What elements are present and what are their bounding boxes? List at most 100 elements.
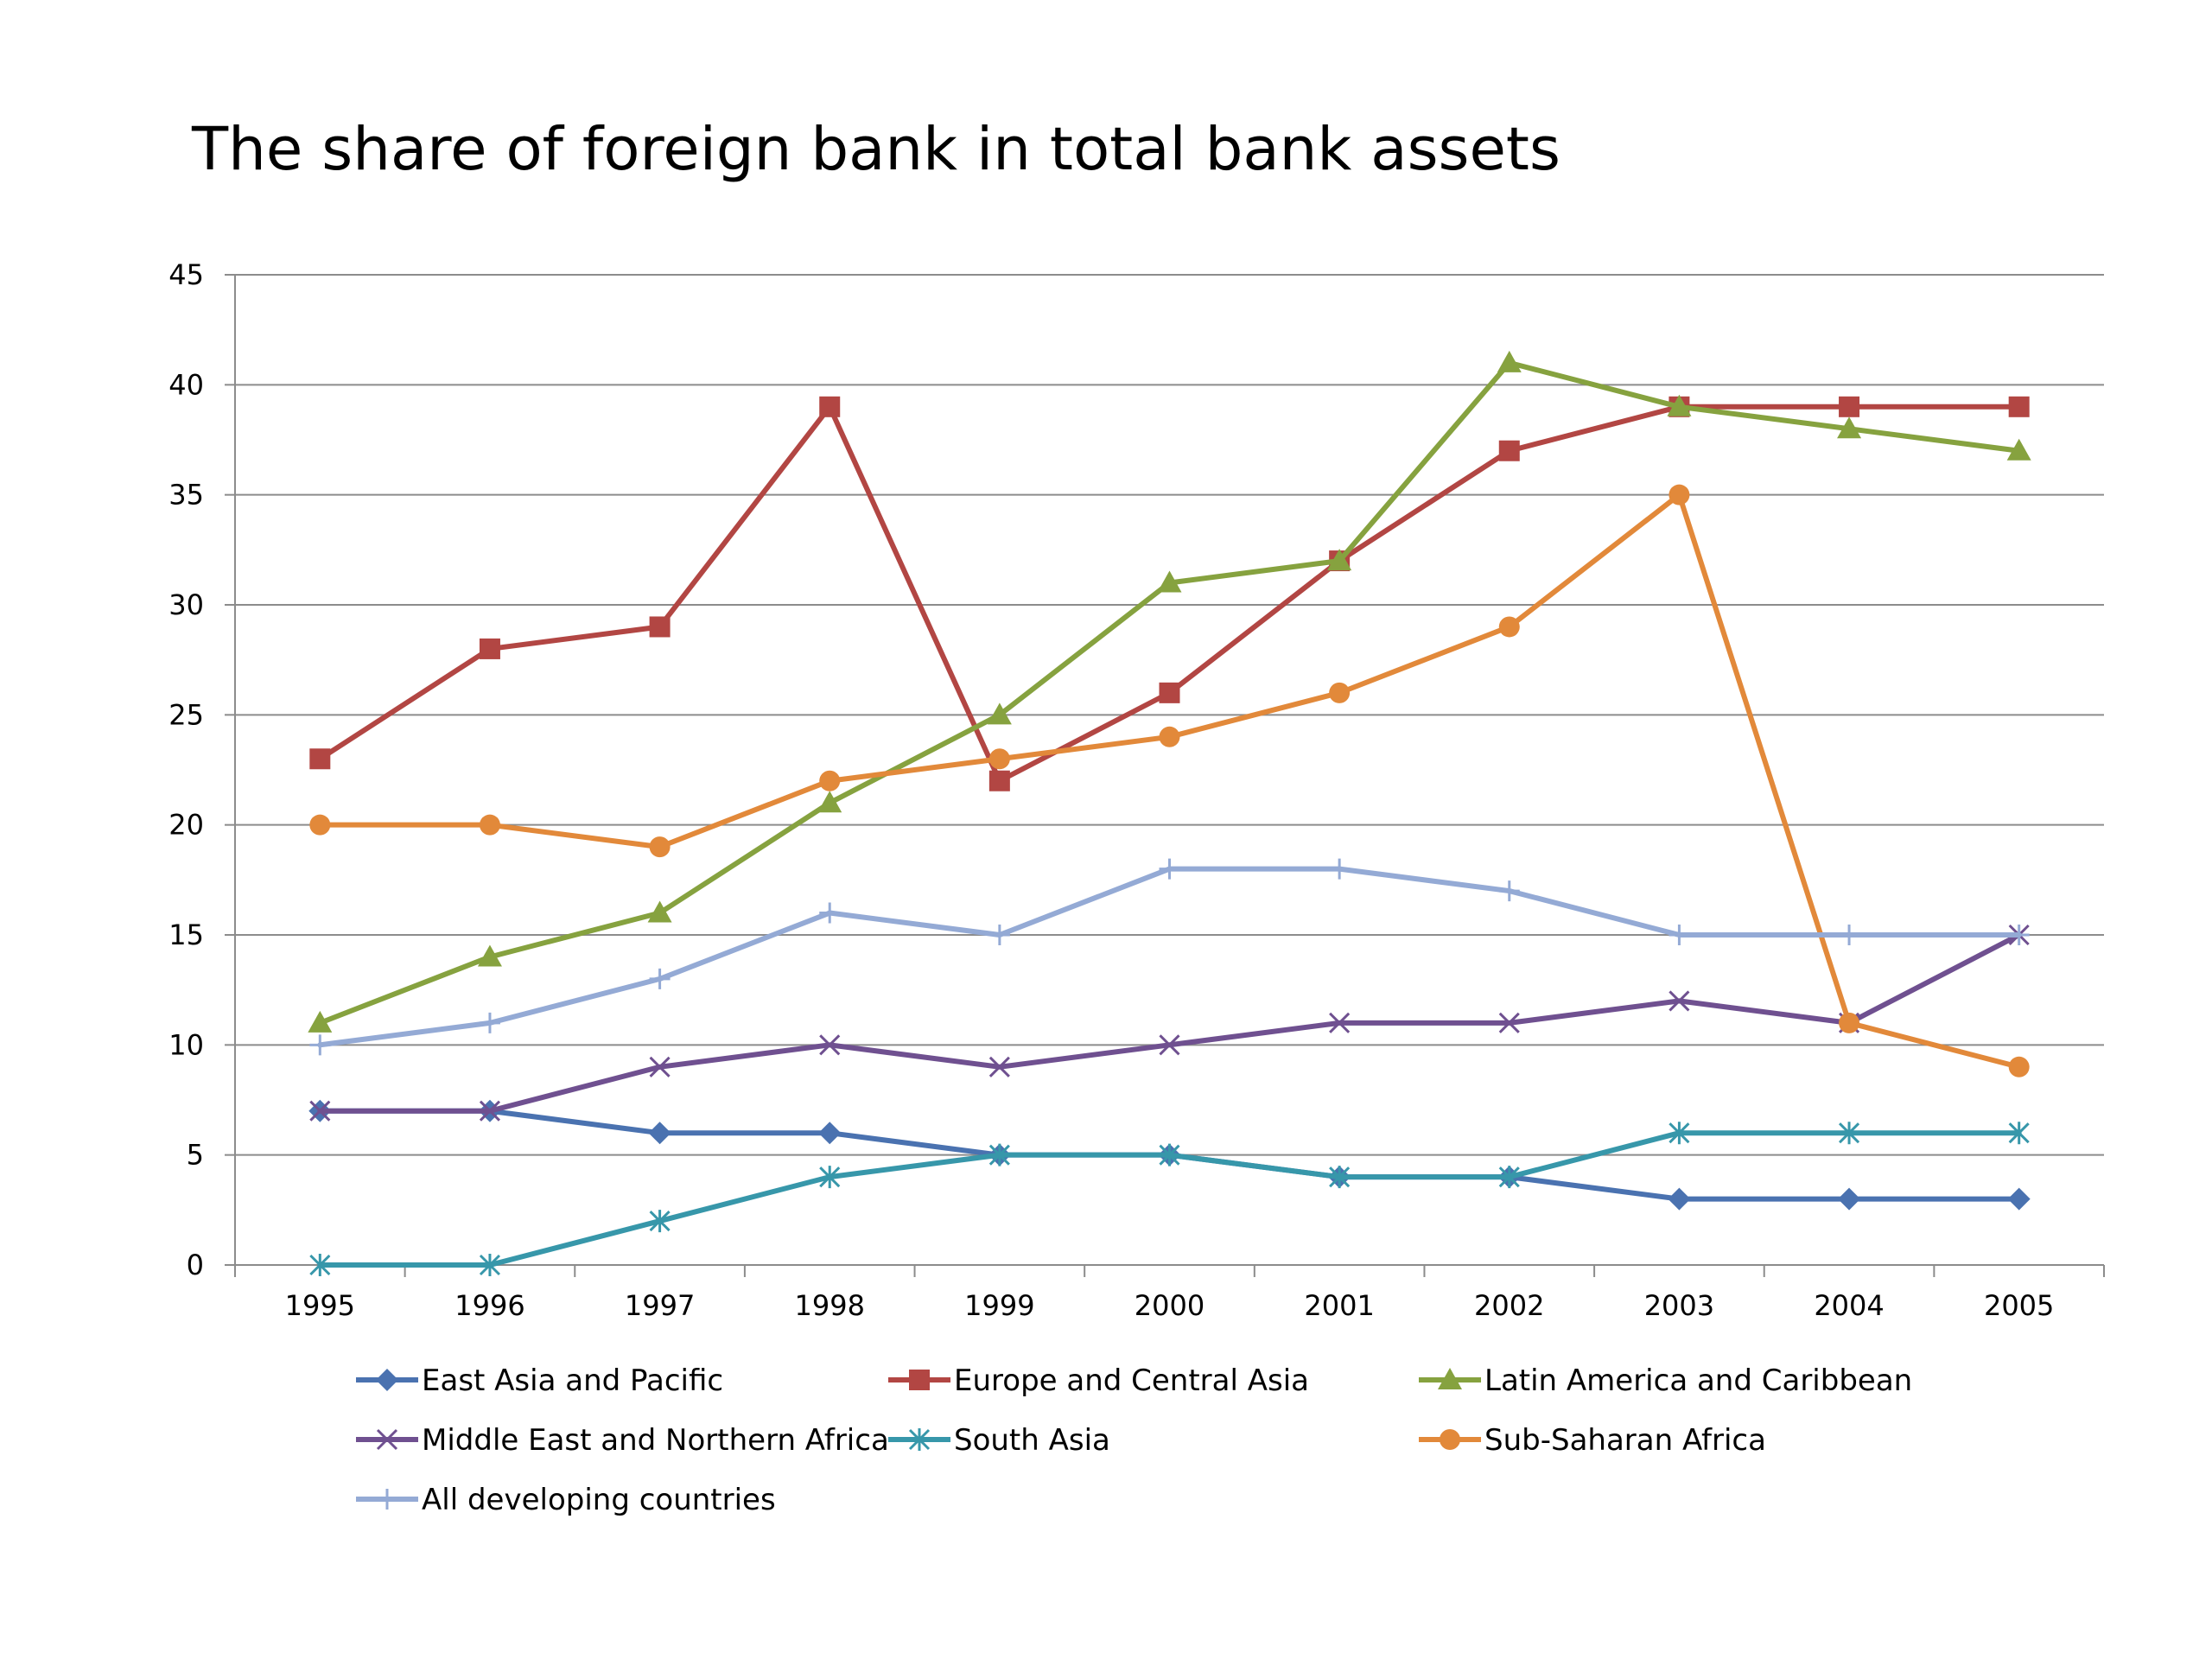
x-tick-label: 1998 xyxy=(795,1289,865,1322)
data-point xyxy=(1329,1012,1351,1033)
data-point xyxy=(647,900,672,923)
series-middle-east-and-northern-africa xyxy=(309,924,2030,1122)
chart-title: The share of foreign bank in total bank … xyxy=(192,115,1560,184)
data-point xyxy=(819,1166,841,1189)
x-tick-label: 2001 xyxy=(1304,1289,1374,1322)
x-tick-label: 1997 xyxy=(625,1289,695,1322)
data-point xyxy=(988,770,1010,791)
data-point xyxy=(988,748,1010,770)
data-point xyxy=(1159,682,1180,703)
data-point xyxy=(819,902,841,924)
data-point xyxy=(1159,1034,1180,1056)
legend-item: Sub-Saharan Africa xyxy=(1419,1423,1766,1458)
x-tick-label: 2004 xyxy=(1814,1289,1884,1322)
series-all-developing-countries xyxy=(309,858,2030,1056)
series-line xyxy=(317,866,2022,1048)
data-point xyxy=(988,925,1010,945)
data-point xyxy=(819,1034,841,1056)
data-point xyxy=(376,1428,398,1451)
data-point xyxy=(2008,1056,2030,1077)
legend-item: Latin America and Caribbean xyxy=(1419,1363,1912,1398)
data-point xyxy=(479,638,500,659)
data-point xyxy=(817,791,842,813)
data-point xyxy=(2008,925,2030,945)
data-point xyxy=(819,770,841,791)
data-point xyxy=(1159,726,1180,747)
data-point xyxy=(987,702,1012,725)
data-point xyxy=(479,814,500,836)
data-point xyxy=(308,1010,333,1033)
data-point xyxy=(649,836,671,858)
data-point xyxy=(309,1034,331,1056)
y-tick-label: 15 xyxy=(168,918,204,951)
data-point xyxy=(818,1122,842,1145)
x-tick-label: 1996 xyxy=(454,1289,524,1322)
data-point xyxy=(479,1254,501,1276)
data-point xyxy=(1669,990,1690,1012)
y-tick-label: 5 xyxy=(187,1139,204,1172)
legend-label: Middle East and Northern Africa xyxy=(422,1423,889,1458)
y-tick-label: 0 xyxy=(187,1249,204,1281)
y-tick-label: 40 xyxy=(168,368,204,401)
data-point xyxy=(1497,350,1522,372)
data-point xyxy=(1159,1143,1180,1166)
legend-item: Europe and Central Asia xyxy=(888,1363,1309,1398)
data-point xyxy=(1839,925,1860,945)
data-point xyxy=(908,1428,931,1451)
data-point xyxy=(1839,1012,1860,1033)
data-point xyxy=(309,1254,331,1276)
series-line xyxy=(317,932,2022,1114)
data-point xyxy=(1839,396,1860,417)
data-point xyxy=(2007,1187,2031,1211)
data-point xyxy=(2008,396,2030,417)
data-point xyxy=(1498,1166,1520,1189)
y-tick-label: 20 xyxy=(168,809,204,842)
data-point xyxy=(1498,440,1520,461)
data-point xyxy=(1498,616,1520,638)
data-point xyxy=(988,1056,1010,1077)
legend-label: Latin America and Caribbean xyxy=(1484,1363,1912,1398)
data-point xyxy=(648,1122,671,1145)
legend-label: Europe and Central Asia xyxy=(954,1363,1309,1398)
legend-label: Sub-Saharan Africa xyxy=(1484,1423,1766,1458)
data-point xyxy=(2008,1122,2030,1145)
data-point xyxy=(1157,570,1182,593)
series-sub-saharan-africa xyxy=(309,484,2030,1077)
data-point xyxy=(309,814,331,836)
data-point xyxy=(988,1143,1010,1166)
legend-item: Middle East and Northern Africa xyxy=(356,1423,889,1458)
data-point xyxy=(1438,1368,1462,1389)
y-tick-label: 35 xyxy=(168,479,204,512)
y-tick-label: 25 xyxy=(168,698,204,731)
data-point xyxy=(649,1210,671,1233)
y-tick-label: 45 xyxy=(168,258,204,291)
legend-label: East Asia and Pacific xyxy=(422,1363,723,1398)
data-point xyxy=(1837,416,1862,439)
data-point xyxy=(649,1056,671,1077)
x-tick-label: 1999 xyxy=(964,1289,1034,1322)
data-point xyxy=(649,616,671,638)
y-tick-label: 30 xyxy=(168,588,204,621)
legend-item: East Asia and Pacific xyxy=(356,1363,723,1398)
data-point xyxy=(1667,394,1692,416)
data-point xyxy=(1329,682,1351,703)
series-line xyxy=(317,404,2022,784)
data-point xyxy=(1669,484,1690,505)
data-point xyxy=(477,944,502,967)
data-point xyxy=(819,396,841,417)
legend-label: South Asia xyxy=(954,1423,1110,1458)
series-europe-and-central-asia xyxy=(309,396,2030,791)
data-point xyxy=(376,1369,398,1391)
data-point xyxy=(1329,858,1351,880)
x-tick-label: 1995 xyxy=(285,1289,355,1322)
data-point xyxy=(309,748,331,770)
data-point xyxy=(649,968,671,989)
data-point xyxy=(1838,1122,1860,1145)
legend-label: All developing countries xyxy=(422,1483,776,1517)
data-point xyxy=(2006,438,2031,461)
data-point xyxy=(1669,925,1690,945)
legend-item: All developing countries xyxy=(356,1483,776,1517)
x-tick-label: 2000 xyxy=(1135,1289,1205,1322)
data-point xyxy=(1329,1166,1351,1189)
